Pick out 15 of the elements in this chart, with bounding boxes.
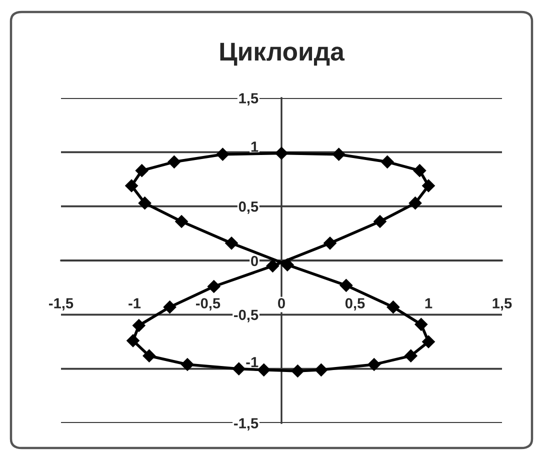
y-tick-label: -0,5 <box>234 310 258 322</box>
x-tick-label: -1,5 <box>49 298 74 311</box>
y-tick-label: 1 <box>251 142 258 152</box>
y-tick-label: 1,5 <box>239 93 258 106</box>
x-tick-label: 1,5 <box>492 298 512 311</box>
x-tick-label: 0,5 <box>345 298 365 311</box>
chart-title: Циклоида <box>220 42 345 66</box>
y-tick-label: 0,5 <box>238 201 258 214</box>
x-tick-label: -0,5 <box>196 298 220 311</box>
x-tick-label: -1 <box>128 298 141 308</box>
x-tick-label: 1 <box>425 298 432 308</box>
x-tick-label: 0 <box>278 298 285 308</box>
y-tick-label: -1,5 <box>234 418 258 431</box>
y-tick-label: 0 <box>251 256 258 266</box>
y-tick-label: -1 <box>246 357 258 368</box>
